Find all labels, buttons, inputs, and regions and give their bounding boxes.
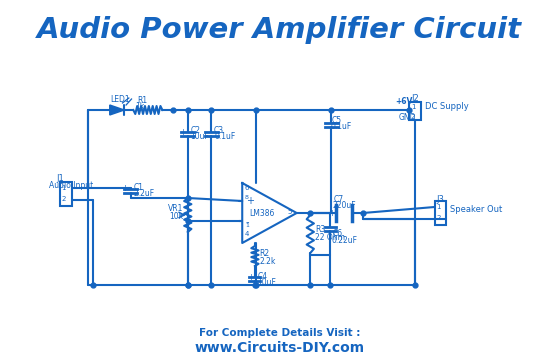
Text: +: +	[179, 128, 186, 137]
Text: DC Supply: DC Supply	[425, 102, 468, 111]
Text: 2.2k: 2.2k	[259, 257, 276, 266]
Text: Audio Power Amplifier Circuit: Audio Power Amplifier Circuit	[37, 16, 522, 44]
Text: C1: C1	[134, 183, 143, 192]
Text: 1k: 1k	[135, 102, 144, 111]
Text: J2: J2	[411, 94, 419, 103]
Text: J1: J1	[56, 174, 64, 183]
Text: 1: 1	[61, 185, 66, 191]
Text: R2: R2	[259, 249, 269, 258]
Text: 1: 1	[437, 204, 441, 210]
Text: 2: 2	[411, 114, 415, 120]
Text: 10uF: 10uF	[258, 278, 277, 287]
Text: C6: C6	[333, 229, 343, 238]
Text: +: +	[246, 196, 254, 206]
Text: 22 Ohm: 22 Ohm	[315, 233, 345, 242]
Text: 10k: 10k	[169, 212, 184, 221]
Text: C4: C4	[258, 272, 268, 281]
Text: 0.1uF: 0.1uF	[330, 122, 352, 131]
Text: 0.1uF: 0.1uF	[214, 132, 235, 141]
Text: LED1: LED1	[110, 95, 129, 104]
Text: Audio Input: Audio Input	[49, 181, 93, 190]
Text: 8: 8	[245, 195, 249, 200]
Text: For Complete Details Visit :: For Complete Details Visit :	[199, 328, 360, 338]
Text: VR1: VR1	[168, 204, 183, 213]
Text: www.Circuits-DIY.com: www.Circuits-DIY.com	[195, 341, 364, 355]
Text: 1: 1	[245, 223, 249, 228]
Text: C2: C2	[191, 126, 201, 135]
Text: C7: C7	[334, 195, 344, 204]
Text: 2.2uF: 2.2uF	[134, 189, 154, 198]
Text: Speaker Out: Speaker Out	[450, 205, 503, 214]
Text: 2: 2	[61, 196, 66, 202]
Text: 0.22uF: 0.22uF	[331, 236, 357, 245]
Text: R1: R1	[137, 96, 147, 105]
Text: GND: GND	[399, 113, 416, 122]
Bar	[409, 102, 421, 120]
Text: 2: 2	[437, 215, 441, 221]
Text: 10uF: 10uF	[191, 132, 210, 141]
Text: -: -	[246, 217, 249, 227]
Bar	[60, 182, 72, 206]
Text: J3: J3	[437, 195, 444, 204]
Text: +: +	[247, 273, 254, 282]
Text: R3: R3	[315, 225, 325, 234]
Text: LM386: LM386	[249, 209, 275, 218]
Bar	[434, 201, 447, 225]
Text: +6V: +6V	[396, 97, 413, 106]
Text: 220uF: 220uF	[332, 201, 356, 210]
Text: 4: 4	[245, 231, 249, 237]
Text: C3: C3	[214, 126, 224, 135]
Text: C5: C5	[332, 116, 342, 125]
Text: 5: 5	[287, 209, 292, 215]
Text: +: +	[329, 209, 335, 218]
Text: +: +	[121, 184, 129, 193]
Text: 6: 6	[245, 185, 249, 191]
Text: 1: 1	[411, 104, 415, 110]
Polygon shape	[110, 105, 124, 115]
